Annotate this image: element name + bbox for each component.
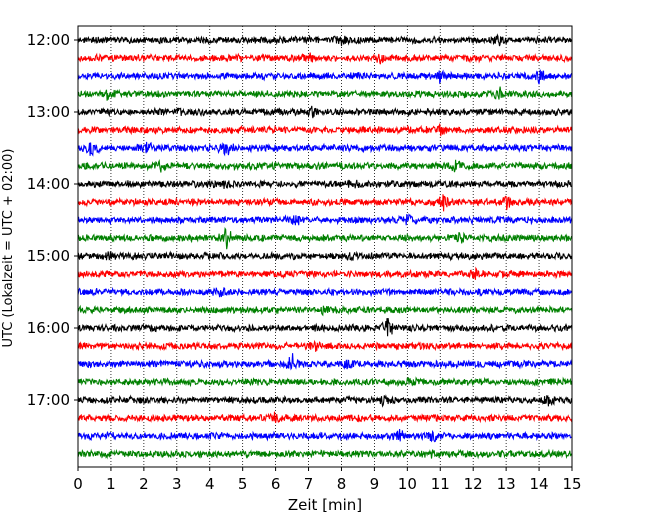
trace-1515	[77, 266, 573, 280]
trace-1245	[77, 86, 573, 101]
trace-1730	[77, 428, 573, 443]
y-tick-label: 13:00	[27, 103, 70, 121]
y-tick-label: 14:00	[27, 175, 70, 193]
trace-1215	[77, 52, 573, 65]
plot-frame	[77, 25, 573, 468]
y-tick-label: 12:00	[27, 31, 70, 49]
trace-1445	[77, 227, 573, 250]
x-tick-label: 12	[464, 475, 483, 493]
x-tick-label: 8	[337, 475, 347, 493]
y-tick-label: 17:00	[27, 391, 70, 409]
x-tick-label: 14	[530, 475, 549, 493]
y-axis-ticks: 12:00 13:00 14:00 15:00 16:00 17:00	[27, 31, 78, 409]
trace-1230	[77, 69, 573, 85]
x-axis-title: Zeit [min]	[288, 496, 362, 514]
trace-1600	[77, 318, 573, 337]
trace-1415	[77, 194, 573, 212]
trace-1430	[77, 213, 573, 226]
x-tick-label: 2	[139, 475, 149, 493]
trace-1645	[77, 376, 573, 388]
x-tick-label: 5	[238, 475, 248, 493]
trace-1500	[77, 250, 573, 262]
x-tick-label: 15	[562, 475, 581, 493]
y-tick-label: 15:00	[27, 247, 70, 265]
trace-1630	[77, 353, 573, 371]
trace-1345	[77, 158, 573, 173]
x-tick-label: 9	[370, 475, 380, 493]
trace-1400	[77, 178, 573, 190]
trace-1615	[77, 339, 573, 352]
x-axis-ticks: 0 1 2 3 4 5 6 7 8 9 10 11 12 13 14 15	[73, 467, 582, 493]
x-tick-label: 6	[271, 475, 281, 493]
trace-1200	[77, 33, 573, 47]
trace-1715	[77, 411, 573, 424]
trace-1700	[77, 394, 573, 408]
x-tick-label: 10	[398, 475, 417, 493]
x-tick-label: 0	[73, 475, 83, 493]
y-axis-title: UTC (Lokalzeit = UTC + 02:00)	[1, 149, 16, 348]
x-tick-label: 13	[497, 475, 516, 493]
trace-1530	[77, 286, 573, 298]
trace-1330	[77, 141, 573, 157]
x-tick-label: 3	[172, 475, 182, 493]
x-tick-label: 11	[431, 475, 450, 493]
x-tick-label: 1	[106, 475, 116, 493]
trace-lines	[77, 33, 573, 460]
y-tick-label: 16:00	[27, 319, 70, 337]
x-tick-label: 7	[304, 475, 314, 493]
trace-1545	[77, 304, 573, 317]
x-tick-label: 4	[205, 475, 215, 493]
trace-1745	[77, 448, 573, 460]
trace-1315	[77, 123, 573, 137]
trace-1300	[77, 105, 573, 119]
